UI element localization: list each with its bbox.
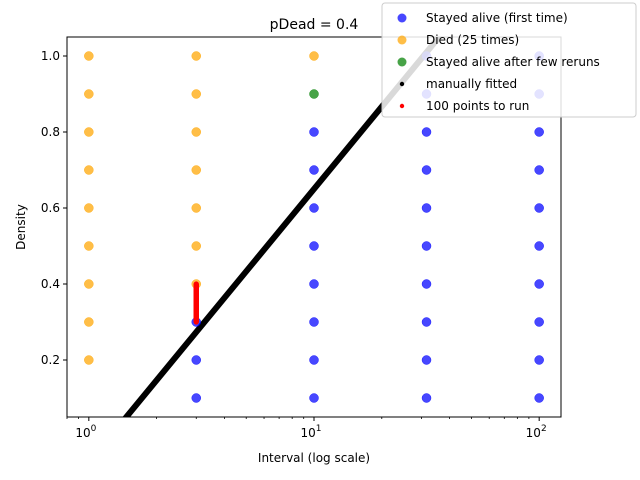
data-point-series-1 bbox=[84, 203, 94, 213]
data-point-series-0 bbox=[534, 127, 544, 137]
x-tick-label: 100 bbox=[75, 424, 96, 440]
data-point-series-1 bbox=[84, 317, 94, 327]
y-axis-label: Density bbox=[14, 204, 28, 250]
data-point-series-0 bbox=[534, 165, 544, 175]
data-point-series-0 bbox=[309, 279, 319, 289]
data-point-series-0 bbox=[421, 279, 432, 289]
data-point-series-0 bbox=[421, 203, 432, 213]
data-point-series-0 bbox=[421, 165, 432, 175]
data-point-series-0 bbox=[309, 165, 319, 175]
data-point-series-0 bbox=[309, 241, 319, 251]
run-point bbox=[193, 281, 199, 287]
chart-title: pDead = 0.4 bbox=[270, 17, 359, 33]
data-point-series-1 bbox=[84, 279, 94, 289]
y-tick-label: 0.8 bbox=[41, 125, 60, 139]
data-point-series-0 bbox=[309, 355, 319, 365]
legend-label: manually fitted bbox=[426, 77, 517, 91]
data-point-series-1 bbox=[191, 51, 202, 61]
legend-marker bbox=[399, 81, 405, 87]
plot-area bbox=[84, 37, 544, 417]
data-point-series-1 bbox=[191, 203, 202, 213]
legend-marker bbox=[399, 103, 405, 109]
legend-label: 100 points to run bbox=[426, 99, 529, 113]
legend-label: Died (25 times) bbox=[426, 33, 519, 47]
data-point-series-0 bbox=[309, 203, 319, 213]
legend-marker bbox=[397, 57, 407, 67]
data-point-series-1 bbox=[84, 51, 94, 61]
legend-label: Stayed alive (first time) bbox=[426, 11, 568, 25]
data-point-series-1 bbox=[84, 165, 94, 175]
x-tick-label: 102 bbox=[526, 424, 547, 440]
data-point-series-0 bbox=[421, 317, 432, 327]
legend-label: Stayed alive after few reruns bbox=[426, 55, 600, 69]
data-point-series-0 bbox=[421, 393, 432, 403]
legend-marker bbox=[397, 13, 407, 23]
data-point-series-0 bbox=[534, 241, 544, 251]
data-point-series-1 bbox=[191, 89, 202, 99]
data-point-series-1 bbox=[84, 241, 94, 251]
data-point-series-0 bbox=[534, 355, 544, 365]
data-point-series-1 bbox=[309, 51, 319, 61]
data-point-series-1 bbox=[84, 127, 94, 137]
y-tick-label: 1.0 bbox=[41, 49, 60, 63]
data-point-series-0 bbox=[534, 203, 544, 213]
data-point-series-0 bbox=[309, 393, 319, 403]
data-point-series-1 bbox=[84, 355, 94, 365]
data-point-series-0 bbox=[421, 241, 432, 251]
data-point-series-0 bbox=[191, 393, 202, 403]
data-point-series-1 bbox=[191, 241, 202, 251]
data-point-series-0 bbox=[534, 279, 544, 289]
y-tick-label: 0.4 bbox=[41, 277, 60, 291]
data-point-series-0 bbox=[534, 393, 544, 403]
x-axis-label: Interval (log scale) bbox=[258, 451, 370, 465]
data-point-series-1 bbox=[191, 127, 202, 137]
data-point-series-0 bbox=[534, 317, 544, 327]
data-point-series-0 bbox=[421, 355, 432, 365]
x-tick-label: 101 bbox=[300, 424, 321, 440]
y-tick-label: 0.6 bbox=[41, 201, 60, 215]
data-point-series-0 bbox=[309, 127, 319, 137]
fitted-line bbox=[122, 37, 443, 417]
data-point-series-0 bbox=[421, 127, 432, 137]
legend-marker bbox=[397, 35, 407, 45]
y-tick-label: 0.2 bbox=[41, 353, 60, 367]
data-point-series-0 bbox=[191, 355, 202, 365]
data-point-series-2 bbox=[309, 89, 319, 99]
legend-box bbox=[381, 2, 637, 118]
data-point-series-1 bbox=[84, 89, 94, 99]
legend: Stayed alive (first time) Died (25 times)… bbox=[381, 2, 637, 118]
data-point-series-0 bbox=[309, 317, 319, 327]
data-point-series-1 bbox=[191, 165, 202, 175]
